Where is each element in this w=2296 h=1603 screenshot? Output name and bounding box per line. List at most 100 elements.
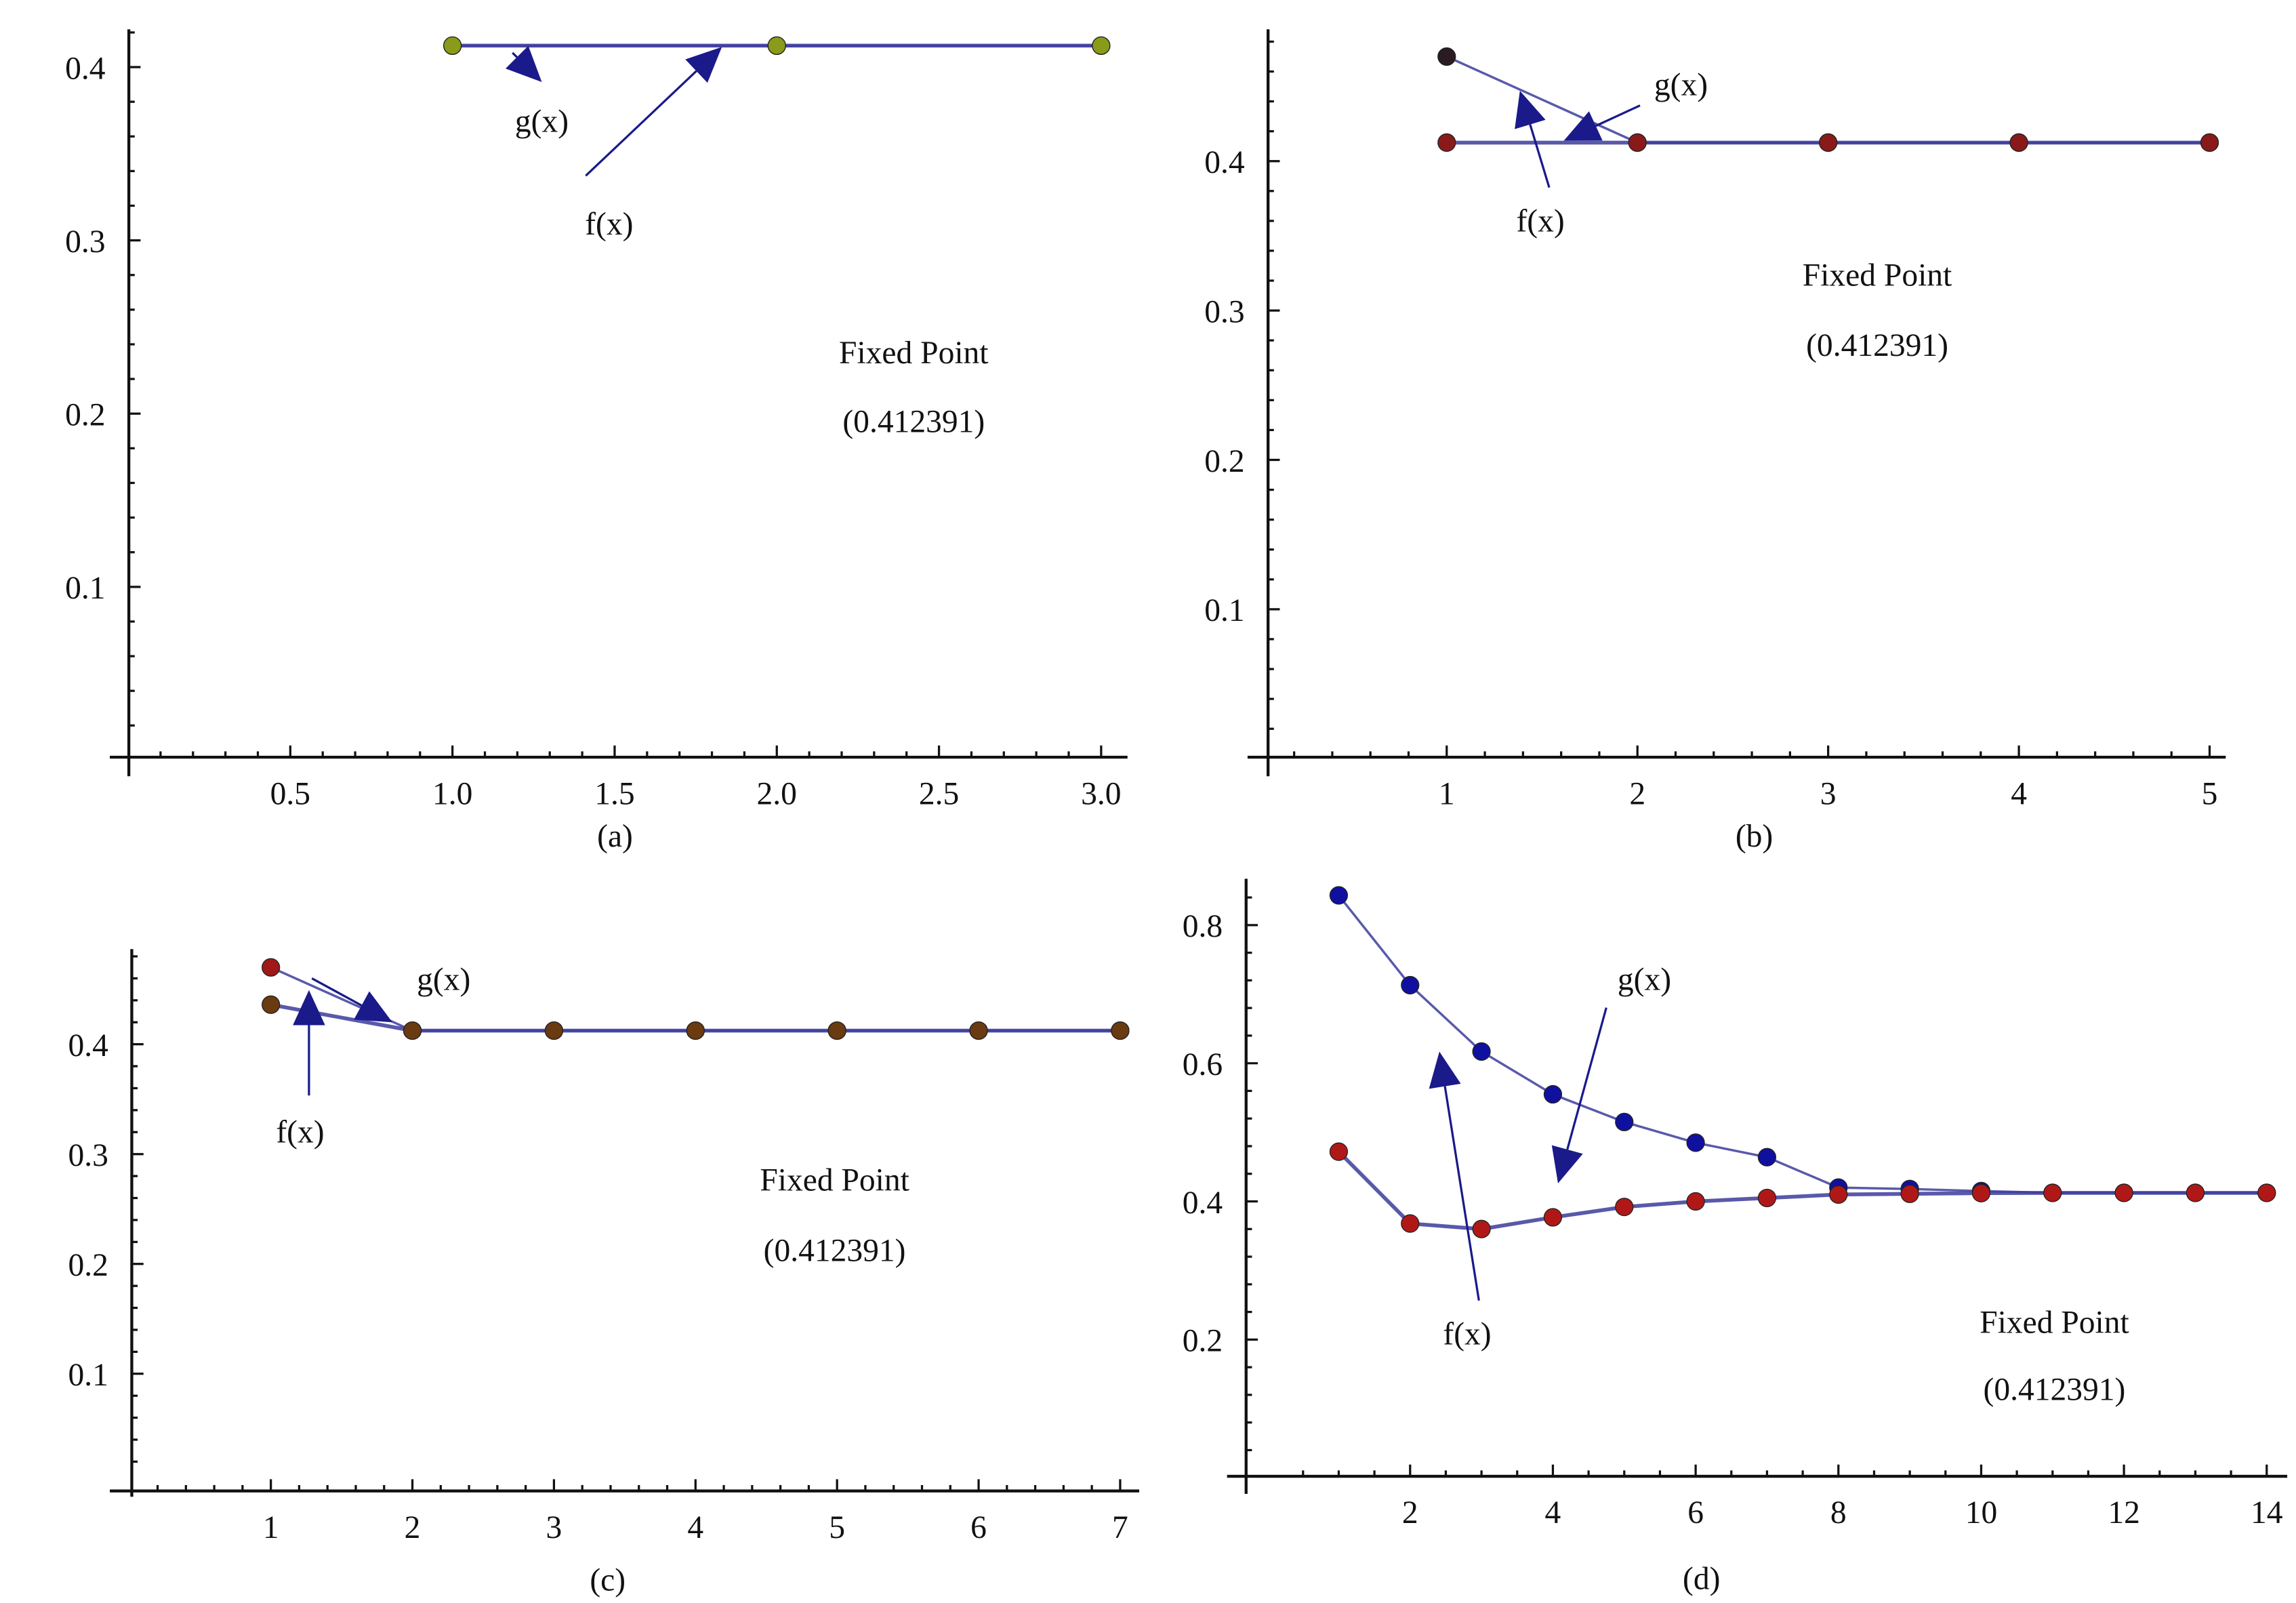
y-tick-label: 0.4 bbox=[65, 51, 106, 86]
y-tick-label: 0.4 bbox=[1183, 1185, 1223, 1221]
y-tick-label: 0.4 bbox=[68, 1028, 108, 1063]
fixed-point-label: Fixed Point bbox=[1980, 1305, 2129, 1340]
panel-caption: (a) bbox=[597, 819, 633, 854]
data-point-f(x) bbox=[2043, 1183, 2062, 1202]
y-tick-label: 0.2 bbox=[1183, 1324, 1223, 1359]
fixed-point-value: (0.412391) bbox=[842, 404, 985, 439]
data-point-f(x) bbox=[2200, 133, 2219, 153]
y-tick-label: 0.3 bbox=[1204, 294, 1244, 329]
fixed-point-value: (0.412391) bbox=[1806, 328, 1948, 363]
arrow-head-icon bbox=[293, 990, 325, 1026]
fixed-point-value: (0.412391) bbox=[1984, 1373, 2126, 1408]
y-tick-label: 0.1 bbox=[68, 1358, 108, 1393]
x-tick-label: 2.5 bbox=[919, 776, 959, 811]
data-point-f(x) bbox=[1686, 1192, 1705, 1211]
data-point-f(x) bbox=[544, 1021, 564, 1040]
arrow-head-icon bbox=[1515, 91, 1546, 129]
x-tick-label: 1.5 bbox=[594, 776, 634, 811]
y-tick-label: 0.8 bbox=[1183, 909, 1223, 944]
arrow-line bbox=[1595, 104, 1641, 127]
x-tick-label: 5 bbox=[829, 1510, 845, 1545]
x-tick-label: 4 bbox=[687, 1510, 703, 1545]
f-label: f(x) bbox=[585, 207, 633, 242]
arrow-head-icon bbox=[1563, 111, 1603, 141]
g-label: g(x) bbox=[417, 962, 470, 998]
data-point-f(x) bbox=[2009, 133, 2028, 153]
y-tick-label: 0.2 bbox=[1204, 444, 1244, 479]
data-point-g(x) bbox=[1437, 47, 1456, 66]
x-tick-label: 8 bbox=[1830, 1495, 1847, 1530]
arrow-line bbox=[585, 70, 697, 177]
x-tick-label: 1 bbox=[1439, 776, 1455, 811]
g-label: g(x) bbox=[515, 104, 569, 140]
y-tick-label: 0.1 bbox=[1204, 593, 1244, 628]
data-point-f(x) bbox=[2257, 1183, 2276, 1202]
f-label: f(x) bbox=[1443, 1317, 1491, 1352]
data-point-f(x) bbox=[1543, 1208, 1563, 1227]
fixed-point-label: Fixed Point bbox=[1803, 258, 1952, 293]
data-point-f(x) bbox=[767, 36, 786, 55]
panel-d: 2 4 6 8 10 12 14 0.2 0.4 0.6 0.8 g(x) f(x) Fixed Poin… bbox=[1183, 878, 2288, 1596]
data-point-g(x) bbox=[1615, 1112, 1634, 1131]
data-point-f(x) bbox=[1900, 1184, 1919, 1203]
x-tick-label: 12 bbox=[2108, 1495, 2140, 1530]
data-point-f(x) bbox=[1111, 1021, 1130, 1040]
fixed-point-value: (0.412391) bbox=[764, 1233, 906, 1268]
data-point-g(x) bbox=[1757, 1148, 1777, 1166]
x-tick-label: 4 bbox=[1545, 1495, 1561, 1530]
series-line-f(x) bbox=[1337, 1150, 2267, 1232]
arrow-head-icon bbox=[354, 991, 393, 1023]
x-tick-label: 14 bbox=[2251, 1495, 2283, 1530]
arrow-head-icon bbox=[685, 47, 722, 83]
f-label: f(x) bbox=[1516, 203, 1564, 239]
x-tick-label: 6 bbox=[970, 1510, 987, 1545]
g-label: g(x) bbox=[1618, 962, 1671, 998]
x-tick-label: 3 bbox=[1820, 776, 1837, 811]
data-point-g(x) bbox=[1329, 886, 1349, 905]
x-tick-label: 3 bbox=[546, 1510, 562, 1545]
arrow-head-icon bbox=[1551, 1145, 1583, 1183]
arrow-line bbox=[1529, 124, 1551, 188]
data-point-f(x) bbox=[443, 36, 462, 55]
panel-b: 1 2 3 4 5 0.1 0.2 0.3 0.4 g(x) f(x) Fixed Point (0.4… bbox=[1204, 29, 2226, 854]
data-point-f(x) bbox=[686, 1021, 705, 1040]
series-line-g(x) bbox=[1446, 55, 2210, 144]
arrow-line bbox=[512, 52, 518, 58]
data-point-f(x) bbox=[1092, 36, 1111, 55]
arrow-line bbox=[1566, 1007, 1607, 1150]
x-tick-label: 2.0 bbox=[757, 776, 797, 811]
data-point-f(x) bbox=[1829, 1185, 1848, 1204]
x-tick-label: 2 bbox=[1629, 776, 1645, 811]
y-tick-label: 0.3 bbox=[65, 224, 105, 260]
data-point-g(x) bbox=[262, 958, 281, 977]
y-tick-label: 0.6 bbox=[1183, 1047, 1223, 1082]
data-point-g(x) bbox=[1401, 975, 1420, 995]
x-tick-label: 4 bbox=[2011, 776, 2027, 811]
x-tick-label: 3.0 bbox=[1081, 776, 1121, 811]
data-point-f(x) bbox=[2114, 1183, 2133, 1202]
data-point-f(x) bbox=[1971, 1183, 1991, 1202]
data-point-f(x) bbox=[1819, 133, 1838, 153]
arrow-line bbox=[311, 977, 363, 1007]
arrow-head-icon bbox=[505, 45, 542, 83]
data-point-f(x) bbox=[2186, 1183, 2205, 1202]
x-tick-label: 1.0 bbox=[432, 776, 472, 811]
x-tick-label: 1 bbox=[263, 1510, 279, 1545]
data-point-g(x) bbox=[1686, 1133, 1705, 1152]
data-point-f(x) bbox=[1628, 133, 1647, 153]
data-point-g(x) bbox=[1472, 1042, 1491, 1061]
x-tick-label: 2 bbox=[1402, 1495, 1418, 1530]
panel-a: 0.5 1.0 1.5 2.0 2.5 3.0 0.1 0.2 0.3 0.4 g(x) f(x) Fi… bbox=[65, 29, 1128, 854]
y-tick-label: 0.3 bbox=[68, 1138, 108, 1173]
panel-caption: (b) bbox=[1736, 819, 1773, 854]
x-tick-label: 7 bbox=[1112, 1510, 1128, 1545]
x-tick-label: 5 bbox=[2202, 776, 2218, 811]
data-point-f(x) bbox=[827, 1021, 846, 1040]
x-tick-label: 2 bbox=[405, 1510, 421, 1545]
data-point-f(x) bbox=[1401, 1214, 1420, 1233]
panel-c: 1 2 3 4 5 6 7 0.1 0.2 0.3 0.4 g(x) f(x) Fixed Point (0… bbox=[68, 949, 1140, 1598]
data-point-f(x) bbox=[1472, 1219, 1491, 1238]
f-label: f(x) bbox=[276, 1114, 324, 1150]
data-point-f(x) bbox=[262, 995, 281, 1014]
